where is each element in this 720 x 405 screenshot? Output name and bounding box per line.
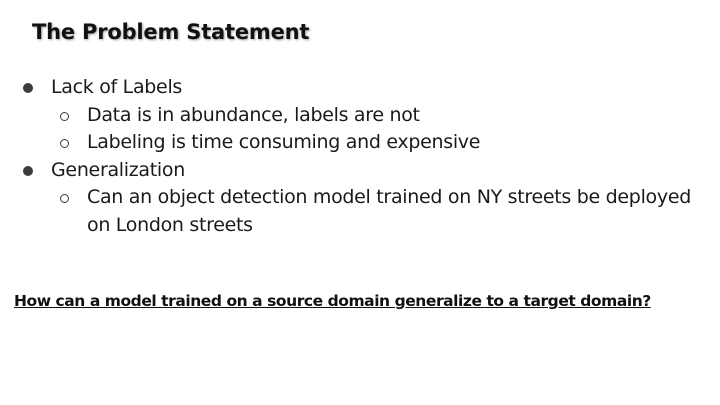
bullet-item-lack-of-labels: Lack of Labels xyxy=(20,74,700,102)
filled-bullet-icon xyxy=(23,83,33,93)
hollow-bullet-icon xyxy=(60,139,69,148)
bullet-item-generalization: Generalization xyxy=(20,157,700,185)
slide-title: The Problem Statement xyxy=(32,20,310,44)
sub-bullet-text: Data is in abundance, labels are not xyxy=(87,103,420,126)
filled-bullet-icon xyxy=(23,165,33,176)
sub-bullet-item: Can an object detection model trained on… xyxy=(20,184,700,239)
bullet-list: Lack of Labels Data is in abundance, lab… xyxy=(20,74,700,239)
sub-bullet-item: Labeling is time consuming and expensive xyxy=(20,129,700,157)
research-question: How can a model trained on a source doma… xyxy=(14,292,651,310)
sub-bullet-text: Labeling is time consuming and expensive xyxy=(87,131,481,153)
sub-bullet-item: Data is in abundance, labels are not xyxy=(20,102,700,130)
bullet-text: Lack of Labels xyxy=(51,76,183,98)
sub-bullet-text: Can an object detection model trained on… xyxy=(87,186,691,236)
hollow-bullet-icon xyxy=(60,194,69,203)
hollow-bullet-icon xyxy=(60,111,69,121)
bullet-text: Generalization xyxy=(51,158,185,181)
